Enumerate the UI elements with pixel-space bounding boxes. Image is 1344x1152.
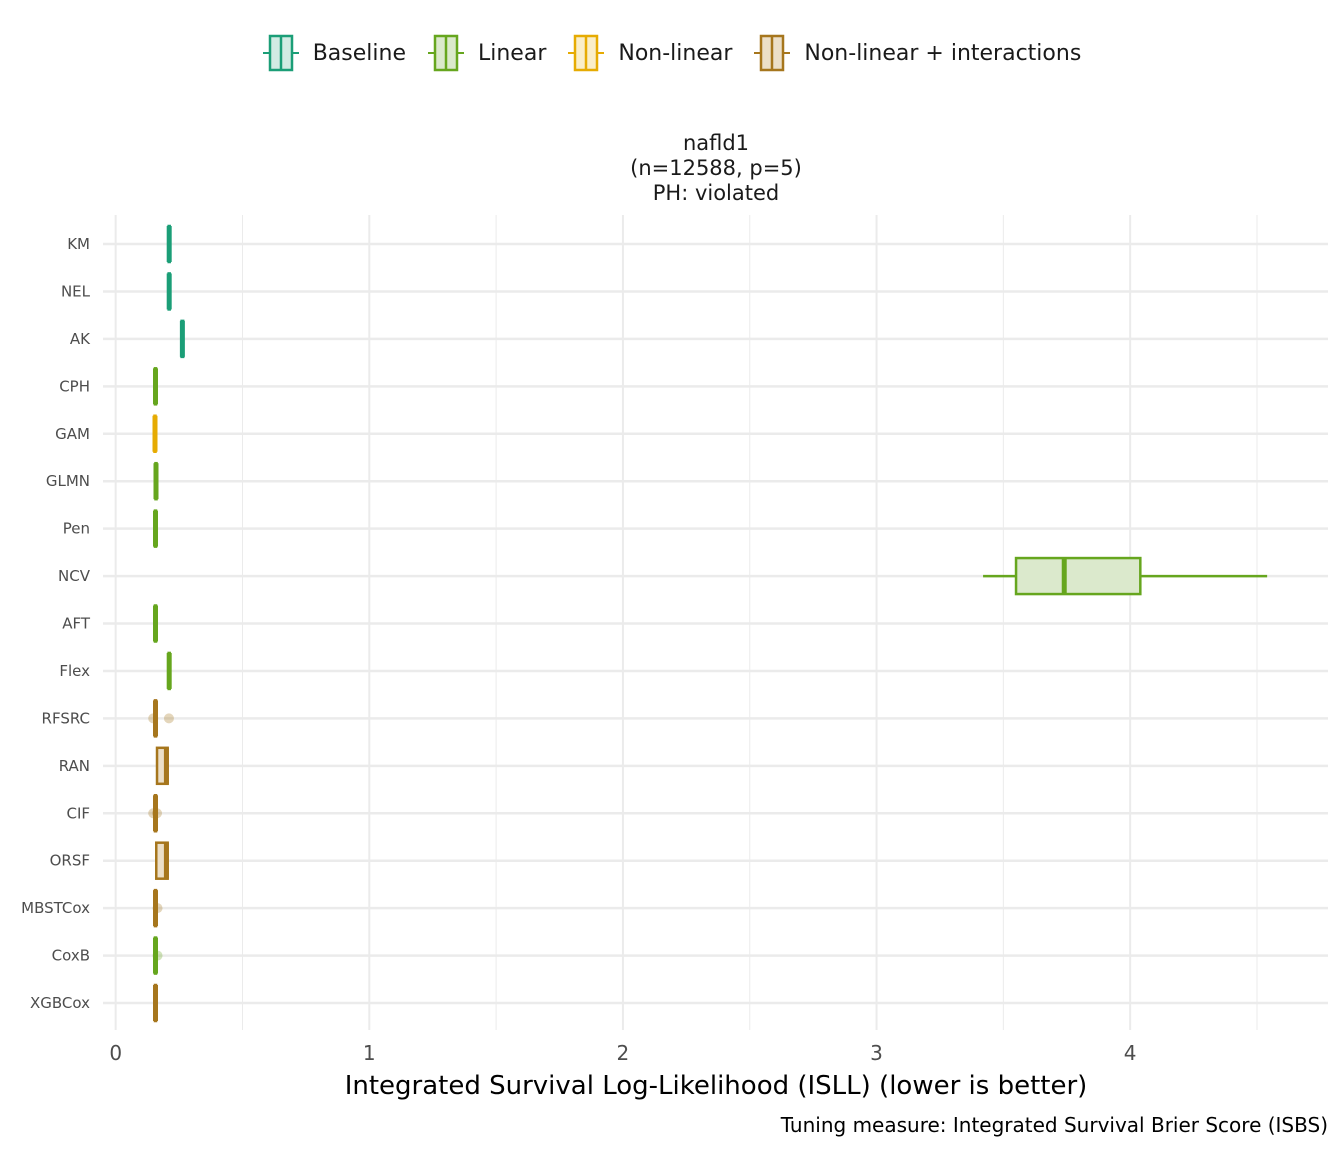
legend-key-non-linear [568,34,605,72]
legend-label: Linear [477,40,547,66]
box-glmn [153,461,159,501]
y-tick-label-gam: GAM [55,425,90,443]
box-cph [153,367,158,406]
y-tick-label-aft: AFT [62,615,91,633]
x-tick-label: 0 [109,1041,122,1065]
y-tick-label-flex: Flex [59,662,90,680]
y-tick-label-nel: NEL [61,282,91,300]
y-tick-label-rfsrc: RFSRC [42,709,90,727]
box-cif [148,794,163,833]
facet-title-line-1: nafld1 [683,131,749,155]
outlier-point [148,808,159,819]
facet-title-line-3: PH: violated [653,181,780,205]
box-aft [153,604,158,643]
box-nel [166,272,172,311]
x-axis-labels: 0 1 2 3 4 [109,1041,1136,1065]
box-mbstcox [152,888,163,928]
box-rfsrc [148,699,174,738]
legend: Baseline Linear Non-linear Non-linear + int… [0,30,1344,76]
y-tick-label-ran: RAN [59,757,90,775]
legend-label: Non-linear [618,40,733,66]
box-xgbcox [153,983,158,1023]
box-coxb [152,936,163,975]
legend-item-non-linear: Non-linear [568,33,732,73]
x-tick-label: 1 [363,1041,376,1065]
legend-item-linear: Linear [427,33,547,73]
box-ran [155,746,169,786]
box-flex [166,651,172,691]
outlier-point [152,950,163,961]
box-orsf [154,841,169,880]
box-ncv [983,556,1268,596]
box-ak [179,319,185,359]
facet-title-line-2: (n=12588, p=5) [630,156,802,180]
x-tick-label: 2 [617,1041,630,1065]
y-tick-label-km: KM [67,235,90,253]
legend-key-baseline [262,34,299,72]
box-iqr [1014,556,1142,596]
y-tick-label-cif: CIF [66,804,90,822]
legend-key-linear [427,34,464,72]
x-axis-title: Integrated Survival Log-Likelihood (ISLL… [345,1071,1088,1101]
boxes [148,224,1268,1023]
y-tick-label-ak: AK [70,330,91,348]
x-tick-label: 3 [870,1041,883,1065]
y-tick-label-ncv: NCV [58,567,91,585]
y-tick-label-orsf: ORSF [50,852,90,870]
box-pen [153,509,158,548]
y-tick-label-mbstcox: MBSTCox [21,899,90,917]
y-tick-label-glmn: GLMN [46,472,90,490]
legend-label: Baseline [312,40,406,66]
outlier-point [148,713,159,724]
legend-item-baseline: Baseline [262,33,406,73]
outlier-point [163,713,174,724]
legend-key-non-linear-interactions [754,34,791,72]
box-gam [152,414,158,453]
outlier-point [152,903,163,914]
y-tick-label-pen: Pen [63,520,90,538]
grid [103,215,1328,1030]
caption: Tuning measure: Integrated Survival Brie… [780,1113,1328,1137]
legend-item-non-linear-interactions: Non-linear + interactions [754,33,1081,73]
y-tick-label-xgbcox: XGBCox [30,994,90,1012]
x-tick-label: 4 [1124,1041,1137,1065]
y-tick-label-coxb: CoxB [52,947,90,965]
outlier-point [152,808,163,819]
legend-label: Non-linear + interactions [804,40,1082,66]
box-km [166,224,172,264]
y-tick-label-cph: CPH [59,377,90,395]
y-axis-labels: KM NEL AK CPH GAM GLMN Pen NCV AFT Flex RFSRC RAN CI… [21,235,91,1012]
